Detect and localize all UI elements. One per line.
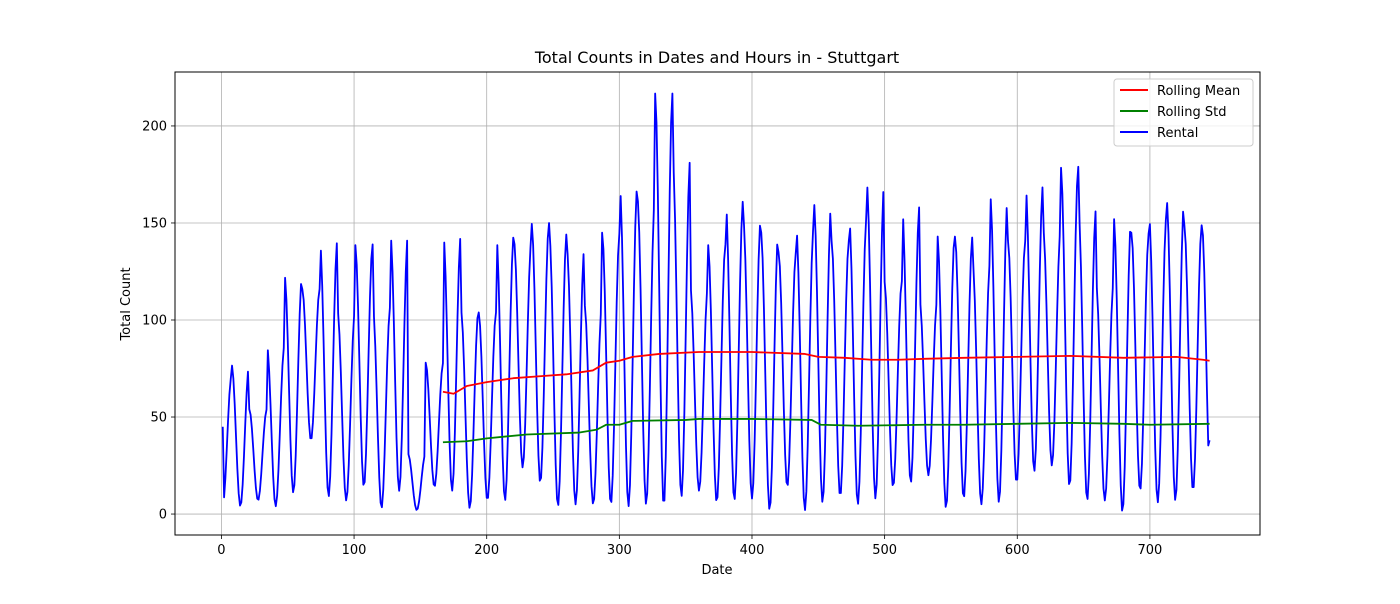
x-tick-label: 200 bbox=[474, 543, 499, 558]
legend-label: Rolling Std bbox=[1157, 105, 1226, 120]
grid-layer bbox=[175, 72, 1260, 535]
ticks-layer: 0 100 200 300 400 500 600 700 0 50 100 150 200 bbox=[142, 119, 1162, 558]
legend-box bbox=[1113, 78, 1254, 147]
x-axis-label: Date bbox=[701, 563, 732, 578]
y-tick-label: 150 bbox=[142, 216, 167, 231]
x-tick-label: 600 bbox=[1005, 543, 1030, 558]
chart-title: Total Counts in Dates and Hours in - Stu… bbox=[534, 48, 899, 67]
y-tick-label: 200 bbox=[142, 119, 167, 134]
x-tick-label: 400 bbox=[740, 543, 765, 558]
x-tick-label: 700 bbox=[1137, 543, 1162, 558]
y-tick-label: 0 bbox=[159, 508, 167, 523]
x-tick-label: 0 bbox=[217, 543, 225, 558]
series-line-rental bbox=[221, 92, 1211, 512]
series-line-rolling-std bbox=[442, 418, 1210, 444]
legend: Rolling Mean Rolling Std Rental bbox=[1113, 78, 1254, 147]
y-tick-label: 50 bbox=[150, 411, 167, 426]
x-tick-label: 500 bbox=[872, 543, 897, 558]
x-tick-label: 300 bbox=[607, 543, 632, 558]
series-layer bbox=[221, 92, 1211, 512]
legend-label: Rental bbox=[1157, 126, 1198, 141]
x-tick-label: 100 bbox=[342, 543, 367, 558]
plot-background bbox=[175, 72, 1260, 535]
y-tick-label: 100 bbox=[142, 313, 167, 328]
plot-frame bbox=[174, 71, 1261, 536]
series-line-rolling-mean bbox=[442, 351, 1210, 395]
legend-label: Rolling Mean bbox=[1157, 84, 1240, 99]
y-axis-label: Total Count bbox=[119, 267, 134, 341]
